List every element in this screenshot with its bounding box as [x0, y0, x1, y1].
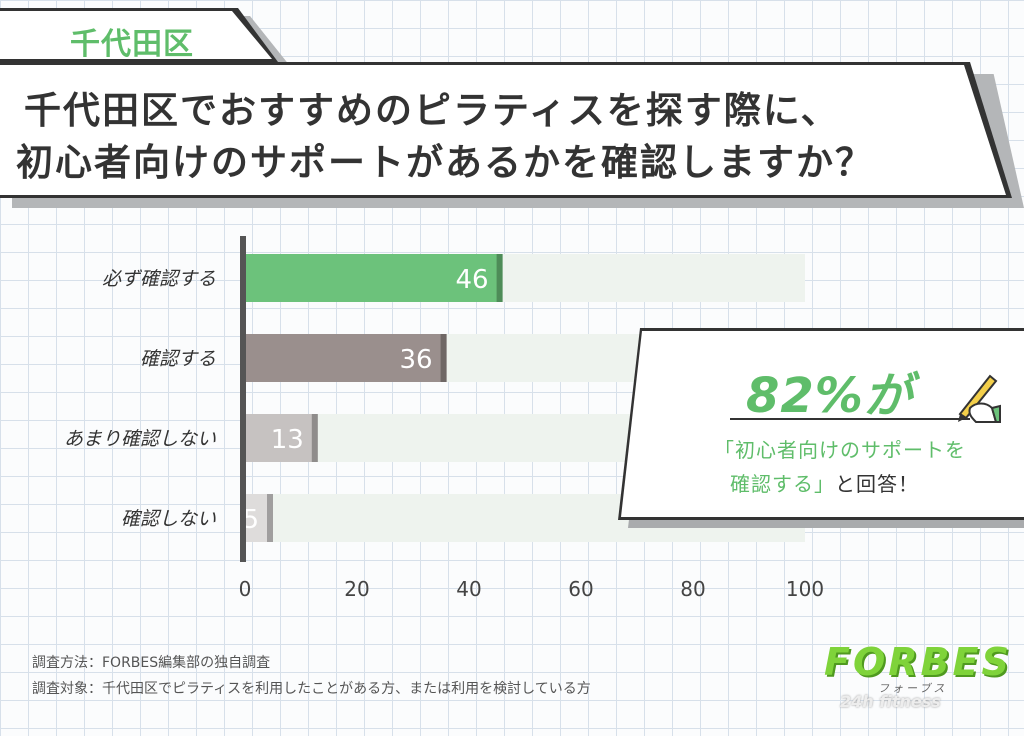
callout-text-highlight: 確認する」	[730, 472, 835, 496]
x-tick-label: 100	[786, 577, 824, 601]
title-banner: 千代田区でおすすめのピラティスを探す際に、 初心者向けのサポートがあるかを確認し…	[0, 62, 1024, 208]
bar-end-cap	[267, 494, 273, 542]
callout-box: 82%が 「初心者向けのサポートを 確認する」と回答！	[618, 328, 1024, 528]
bar	[245, 494, 273, 542]
callout-body	[621, 331, 1024, 517]
bar-end-cap	[440, 334, 447, 382]
y-axis-line	[240, 236, 246, 562]
callout-text-line-1: 「初心者向けのサポートを	[714, 438, 966, 462]
category-label: 確認する	[140, 348, 216, 370]
bar-chart: 46 必ず確認する 36 確認する 13 あまり確認しない 5 確認しない 0 20 40 60 80 1…	[64, 236, 824, 601]
bar	[245, 414, 318, 462]
callout-text-line-2: 確認する」と回答！	[730, 468, 919, 497]
bar	[245, 334, 447, 382]
callout-headline: 82%が	[746, 368, 913, 424]
region-label: 千代田区	[70, 27, 194, 62]
page-title-line-1: 千代田区でおすすめのピラティスを探す際に、	[24, 89, 840, 132]
callout-text-rest: と回答！	[835, 472, 919, 496]
region-tab-body	[0, 11, 272, 59]
x-tick-label: 20	[344, 577, 369, 601]
bar-value-label: 13	[271, 425, 304, 455]
writing-hand-icon	[958, 374, 1001, 423]
region-tab: 千代田区	[0, 8, 290, 66]
page-title-line-2: 初心者向けのサポートがあるかを確認しますか？	[16, 141, 874, 184]
bar-value-label: 46	[456, 265, 489, 295]
category-label: 確認しない	[121, 508, 216, 530]
bar-value-label: 36	[400, 345, 433, 375]
bar-end-cap	[496, 254, 503, 302]
bar-end-cap	[311, 414, 318, 462]
title-banner-body	[0, 65, 1006, 195]
logo-subtitle: 24h fitness	[840, 692, 941, 711]
category-label: 必ず確認する	[102, 268, 216, 290]
bar-value-label: 5	[242, 505, 259, 535]
logo-kana: フォーブス	[878, 682, 948, 695]
survey-method-note: 調査方法：FORBES編集部の独自調査	[32, 655, 271, 671]
brand-logo: FORBES フォーブス 24h fitness	[824, 640, 1014, 720]
category-label: あまり確認しない	[64, 428, 216, 450]
x-tick-label: 40	[456, 577, 481, 601]
survey-target-note: 調査対象：千代田区でピラティスを利用したことがある方、または利用を検討している方	[32, 681, 591, 697]
x-tick-label: 0	[239, 577, 252, 601]
x-tick-label: 80	[680, 577, 705, 601]
bar	[245, 254, 503, 302]
callout-underline	[730, 418, 970, 420]
logo-wordmark: FORBES	[824, 640, 1012, 684]
x-tick-label: 60	[568, 577, 593, 601]
